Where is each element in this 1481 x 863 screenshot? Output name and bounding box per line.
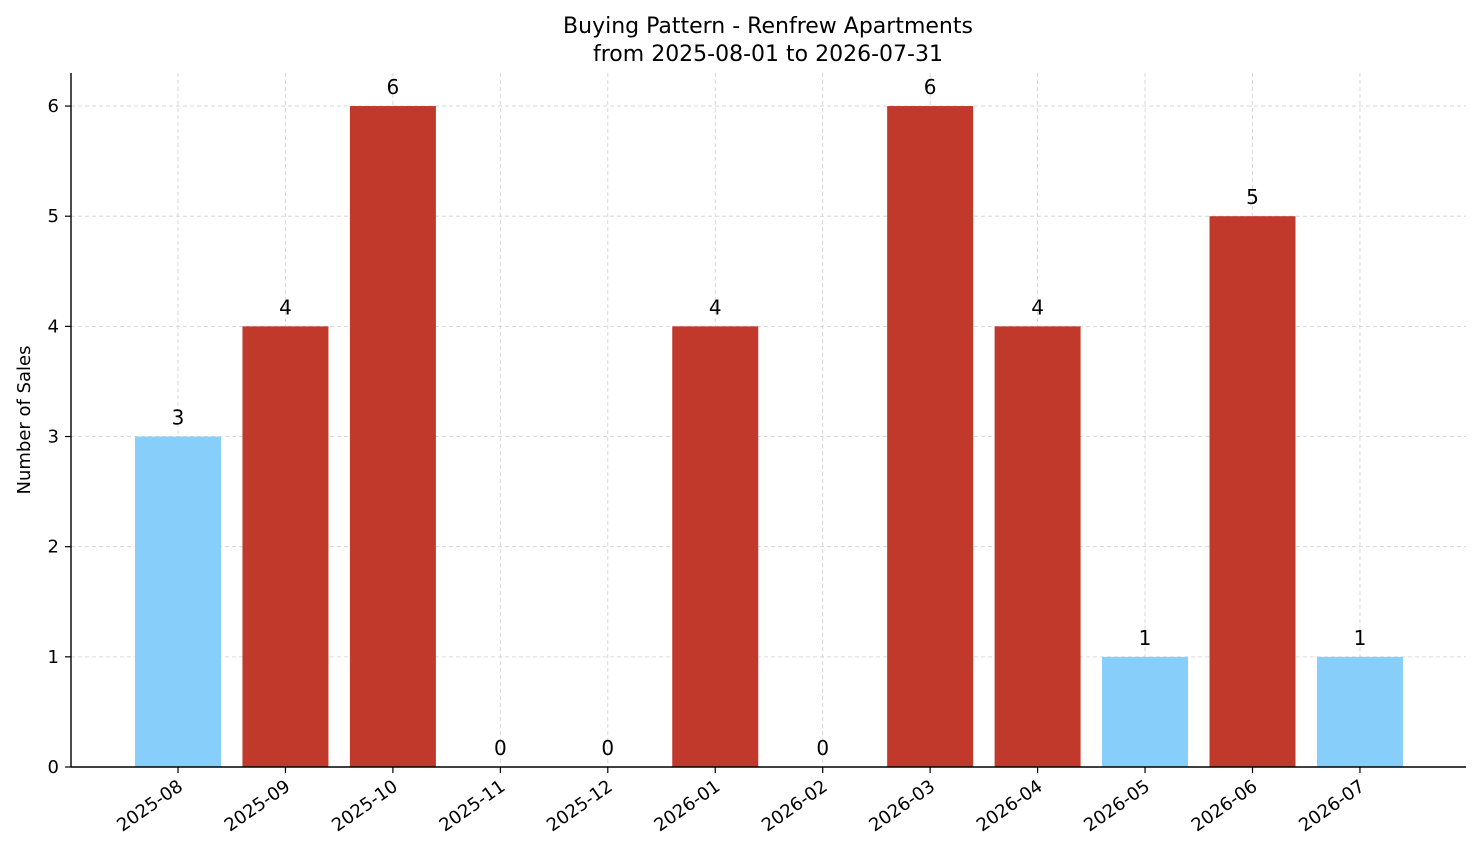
- bar-value-label: 6: [924, 75, 937, 99]
- x-tick-label: 2025-11: [436, 776, 510, 836]
- bar-value-label: 0: [494, 736, 507, 760]
- bar-value-label: 1: [1139, 626, 1152, 650]
- bar-value-label: 4: [279, 295, 292, 319]
- bar-2025-08: [135, 436, 221, 767]
- bar-2026-06: [1209, 216, 1296, 767]
- y-tick-label: 4: [48, 316, 59, 337]
- bar-value-label: 4: [1031, 295, 1044, 319]
- x-tick-label: 2026-01: [650, 776, 724, 836]
- chart-title-line2: from 2025-08-01 to 2026-07-31: [593, 42, 943, 67]
- x-tick-label: 2026-04: [973, 776, 1047, 836]
- bar-value-label: 0: [601, 736, 614, 760]
- bar-2025-10: [349, 106, 436, 768]
- x-tick-label: 2025-08: [113, 776, 187, 836]
- bar-2026-07: [1316, 656, 1403, 767]
- y-tick-label: 0: [48, 757, 59, 778]
- x-tick-label: 2025-12: [543, 776, 617, 836]
- x-tick-label: 2026-03: [865, 776, 939, 836]
- chart-title-line1: Buying Pattern - Renfrew Apartments: [563, 14, 973, 39]
- y-axis-label: Number of Sales: [14, 345, 35, 494]
- y-tick-label: 3: [48, 427, 59, 448]
- bars: [135, 106, 1403, 768]
- x-tick-label: 2025-09: [221, 776, 295, 836]
- bar-value-label: 3: [172, 406, 185, 430]
- bar-2026-04: [994, 326, 1081, 767]
- bar-value-label: 4: [709, 295, 722, 319]
- x-tick-label: 2026-06: [1188, 776, 1262, 836]
- y-tick-label: 2: [48, 537, 59, 558]
- x-tick-label: 2025-10: [328, 776, 402, 836]
- bar-2026-05: [1102, 656, 1189, 767]
- x-tick-label: 2026-05: [1080, 776, 1154, 836]
- x-tick-label: 2026-07: [1295, 776, 1369, 836]
- bar-2026-03: [887, 106, 974, 768]
- bar-2026-01: [672, 326, 759, 767]
- bar-value-label: 5: [1246, 185, 1259, 209]
- bar-value-labels: 3 4 6 0 0 4 0 6 4 1 5 1: [172, 75, 1367, 760]
- bar-value-label: 1: [1354, 626, 1367, 650]
- y-tick-label: 6: [48, 96, 59, 117]
- x-tick-label: 2026-02: [758, 776, 832, 836]
- bar-2025-09: [242, 326, 329, 767]
- y-tick-label: 5: [48, 206, 59, 227]
- bar-value-label: 6: [387, 75, 400, 99]
- y-tick-label: 1: [48, 647, 59, 668]
- bar-value-label: 0: [816, 736, 829, 760]
